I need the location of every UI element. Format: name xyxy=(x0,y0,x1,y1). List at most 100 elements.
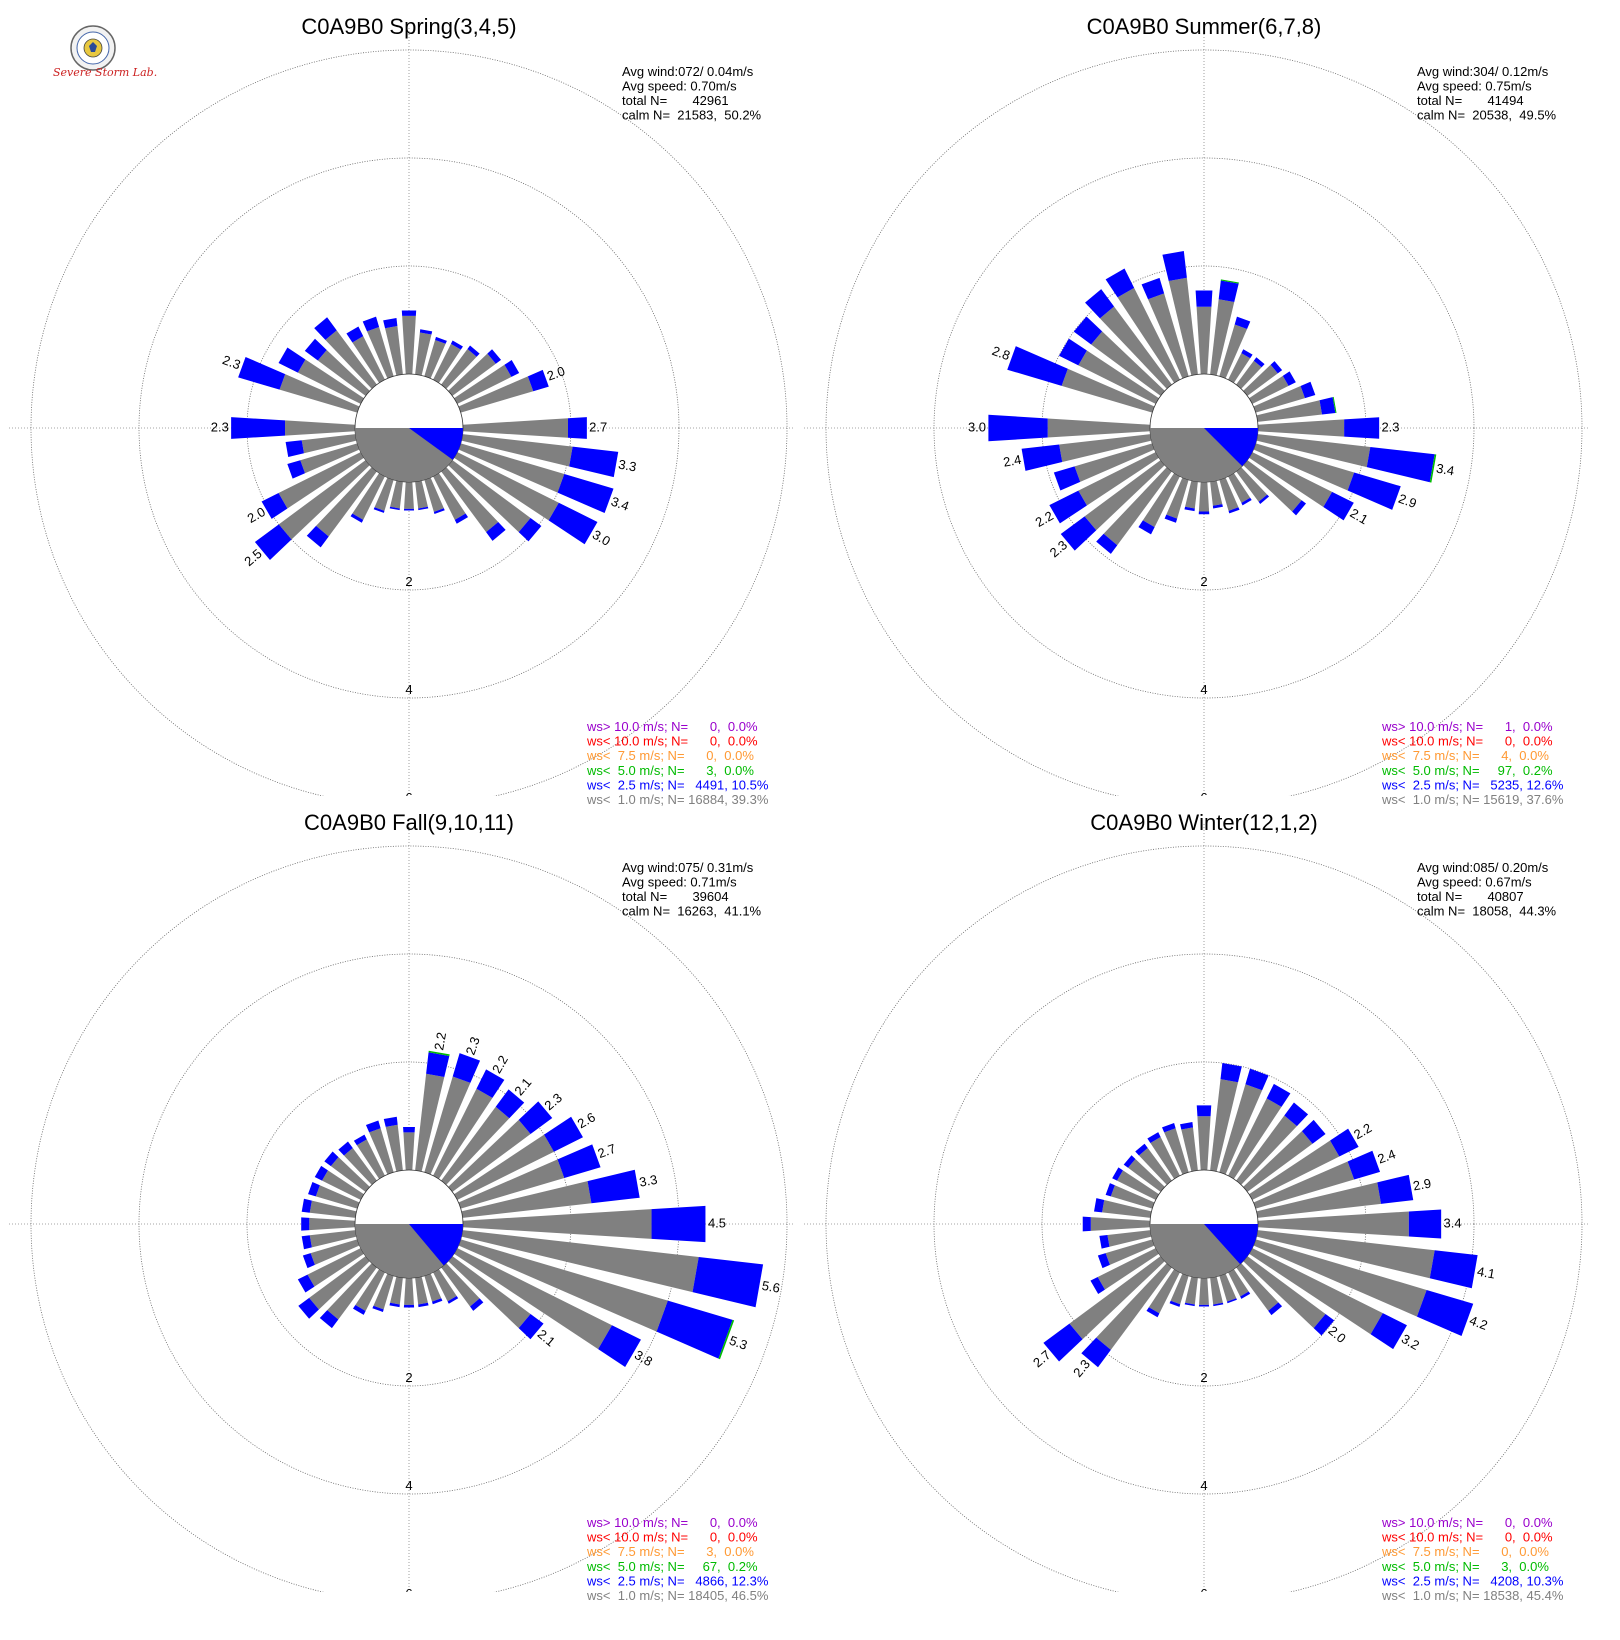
legend-entry: ws< 5.0 m/s; N= 97, 0.2% xyxy=(1381,763,1553,778)
petal-value-label: 2.3 xyxy=(221,352,243,372)
petal-value-label: 2.2 xyxy=(431,1031,449,1051)
ring-4 xyxy=(933,157,1475,699)
petal-segment-blue xyxy=(1266,1083,1291,1107)
petal-value-label: 2.8 xyxy=(990,343,1012,363)
petal-value-label: 3.0 xyxy=(590,527,613,549)
stat-avg-speed: Avg speed: 0.75m/s xyxy=(1417,79,1532,94)
petal-segment-blue xyxy=(389,506,400,511)
petal-segment-gray xyxy=(1219,324,1248,379)
petal-segment-gray xyxy=(415,1073,445,1172)
petal-segment-blue xyxy=(1147,1132,1161,1143)
petal-segment-blue xyxy=(568,417,587,439)
petal-segment-blue xyxy=(353,1134,367,1146)
petal-segment-blue xyxy=(389,1302,400,1308)
petal-segment-blue xyxy=(1241,349,1253,359)
petal-segment-blue xyxy=(1228,507,1240,514)
chart-title: C0A9B0 Winter(12,1,2) xyxy=(1090,810,1317,835)
petal-segment-gray xyxy=(309,1200,357,1218)
petal-segment-gray xyxy=(433,1088,493,1179)
petal-segment-gray xyxy=(356,1139,385,1179)
petal-segment-blue xyxy=(433,508,445,514)
petal-segment-gray xyxy=(424,1076,471,1175)
petal-value-label: 4.2 xyxy=(1468,1313,1490,1333)
petal-segment-gray xyxy=(1078,350,1159,404)
petal-segment-gray xyxy=(441,1106,510,1185)
petal-segment-blue xyxy=(1319,397,1336,415)
stat-avg-wind: Avg wind:304/ 0.12m/s xyxy=(1417,64,1549,79)
petal-segment-gray xyxy=(433,343,461,383)
ring-label: 6 xyxy=(405,1586,412,1601)
stat-avg-speed: Avg speed: 0.70m/s xyxy=(622,79,737,94)
petal-value-label: 2.0 xyxy=(545,363,567,383)
petal-segment-gray xyxy=(1069,1256,1165,1340)
legend-entry: ws< 1.0 m/s; N= 18405, 46.5% xyxy=(586,1588,769,1603)
petal-segment-blue xyxy=(518,1313,544,1340)
stat-calm: calm N= 20538, 49.5% xyxy=(1417,108,1557,123)
petal-segment-blue xyxy=(432,1298,443,1305)
petal-segment-blue xyxy=(692,1257,764,1308)
ring-label: 2 xyxy=(1200,574,1207,589)
legend-entry: ws< 10.0 m/s; N= 0, 0.0% xyxy=(1381,734,1553,749)
petal-segment-blue xyxy=(383,318,398,329)
petal-segment-gray xyxy=(1257,1211,1409,1237)
petal-segment-blue xyxy=(383,1116,398,1127)
petal-segment-blue xyxy=(254,524,292,560)
petal-segment-gray xyxy=(441,1263,480,1307)
petal-segment-gray xyxy=(404,481,414,509)
petal-segment-gray xyxy=(1102,1200,1152,1218)
legend-entry: ws< 7.5 m/s; N= 4, 0.0% xyxy=(1381,748,1549,763)
petal-segment-gray xyxy=(1210,1079,1239,1172)
petal-segment-gray xyxy=(317,349,370,396)
petal-segment-gray xyxy=(1142,473,1180,528)
petal-segment-gray xyxy=(374,477,394,511)
petal-segment-blue xyxy=(287,460,306,479)
petal-segment-gray xyxy=(462,418,568,438)
petal-segment-gray xyxy=(322,1170,364,1200)
petal-segment-gray xyxy=(355,1269,385,1311)
petal-segment-blue xyxy=(403,1126,415,1133)
petal-segment-gray xyxy=(301,434,357,454)
stat-avg-wind: Avg wind:075/ 0.31m/s xyxy=(622,860,754,875)
petal-value-label: 2.4 xyxy=(1002,452,1022,470)
petal-segment-gray xyxy=(309,1256,370,1310)
petal-segment-blue xyxy=(1344,417,1380,439)
petal-segment-gray xyxy=(1128,1158,1165,1192)
petal-value-label: 3.3 xyxy=(638,1172,658,1190)
petal-segment-blue xyxy=(452,1053,481,1083)
stat-avg-speed: Avg speed: 0.67m/s xyxy=(1417,875,1532,890)
petal-value-label: 2.3 xyxy=(1381,419,1399,434)
legend-entry: ws< 7.5 m/s; N= 0, 0.0% xyxy=(586,748,754,763)
petal-segment-blue xyxy=(373,507,385,513)
petal-segment-blue xyxy=(1021,444,1063,471)
petal-segment-blue xyxy=(1105,1183,1115,1197)
petal-segment-gray xyxy=(325,330,377,389)
petal-segment-blue xyxy=(476,1069,505,1098)
petal-segment-blue xyxy=(418,1302,429,1308)
petal-segment-gray xyxy=(1197,1116,1211,1171)
petal-segment-gray xyxy=(278,460,370,540)
lab-logo: Severe Storm Lab. xyxy=(53,25,157,79)
petal-segment-gray xyxy=(373,1273,394,1310)
petal-segment-gray xyxy=(1185,1276,1198,1305)
petal-segment-gray xyxy=(424,1273,442,1302)
petal-segment-gray xyxy=(300,443,360,474)
ring-label: 6 xyxy=(1200,1586,1207,1601)
calm-wedge xyxy=(409,428,463,460)
petal-segment-gray xyxy=(390,1276,403,1305)
petal-segment-blue xyxy=(1347,1150,1381,1180)
legend-entry: ws> 10.0 m/s; N= 0, 0.0% xyxy=(586,719,758,734)
petal-segment-blue xyxy=(372,1305,384,1313)
legend-entry: ws< 5.0 m/s; N= 3, 0.0% xyxy=(1381,1559,1549,1574)
petal-segment-gray xyxy=(1138,1148,1172,1185)
petal-segment-blue xyxy=(1164,514,1178,523)
petal-segment-blue xyxy=(598,1325,641,1368)
petal-segment-blue xyxy=(231,417,286,439)
petal-segment-blue xyxy=(1090,1277,1105,1295)
petal-segment-gray xyxy=(1099,306,1172,389)
petal-segment-blue xyxy=(419,329,433,335)
petal-segment-blue xyxy=(298,1297,319,1319)
petal-segment-gray xyxy=(1219,1273,1237,1302)
legend-entry: ws< 2.5 m/s; N= 4208, 10.3% xyxy=(1381,1573,1564,1588)
petal-segment-blue xyxy=(365,1120,381,1133)
petal-segment-gray xyxy=(415,332,432,376)
